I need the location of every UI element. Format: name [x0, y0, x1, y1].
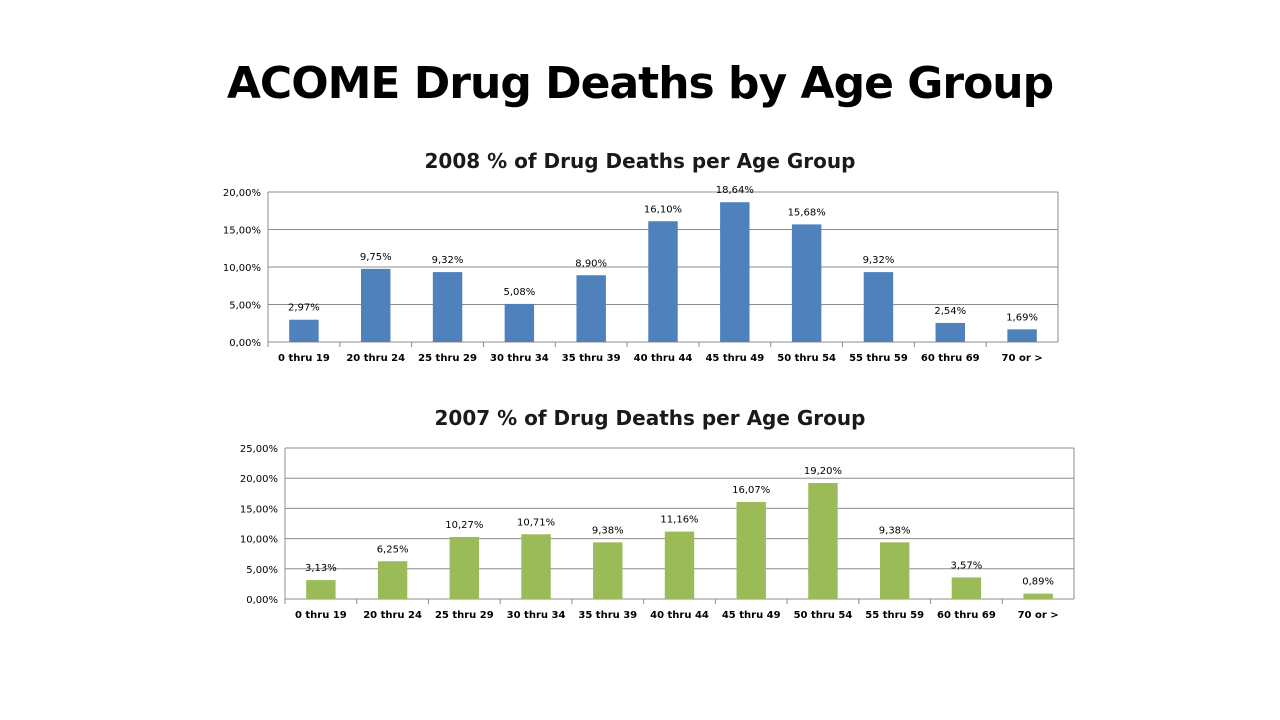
- bar: [951, 577, 982, 599]
- data-label: 9,75%: [360, 252, 392, 263]
- bar: [808, 483, 838, 599]
- y-tick-label: 0,00%: [246, 595, 278, 606]
- y-tick-label: 5,00%: [229, 301, 261, 312]
- x-tick-label: 25 thru 29: [435, 610, 494, 621]
- x-tick-label: 50 thru 54: [794, 610, 853, 621]
- data-label: 19,20%: [804, 466, 842, 477]
- x-tick-label: 40 thru 44: [650, 610, 709, 621]
- bar: [593, 542, 623, 599]
- bar: [521, 534, 551, 599]
- data-label: 9,38%: [879, 525, 911, 536]
- chart-title-2007: 2007 % of Drug Deaths per Age Group: [434, 406, 866, 430]
- data-label: 9,32%: [863, 255, 895, 266]
- y-tick-label: 10,00%: [240, 535, 278, 546]
- data-label: 10,27%: [445, 520, 483, 531]
- data-label: 3,13%: [305, 563, 337, 574]
- chart-2007-plot: 0,00% 5,00% 10,00% 15,00% 20,00% 25,00% 3,13% 0…: [240, 444, 1075, 621]
- x-tick-label: 45 thru 49: [705, 353, 764, 364]
- x-tick-label: 25 thru 29: [418, 353, 477, 364]
- bar: [879, 542, 910, 599]
- chart-title-2008: 2008 % of Drug Deaths per Age Group: [424, 149, 856, 173]
- bar: [1023, 593, 1053, 599]
- data-label: 2,54%: [934, 306, 966, 317]
- x-tick-label: 55 thru 59: [849, 353, 908, 364]
- x-tick-label: 40 thru 44: [634, 353, 693, 364]
- bar: [1007, 329, 1037, 342]
- chart-2008: 2008 % of Drug Deaths per Age Group 0,00…: [200, 145, 1080, 375]
- data-label: 1,69%: [1006, 312, 1038, 323]
- data-label: 11,16%: [660, 515, 698, 526]
- bar: [504, 303, 535, 342]
- x-tick-label: 60 thru 69: [937, 610, 996, 621]
- data-label: 16,10%: [644, 204, 682, 215]
- bar: [736, 501, 766, 599]
- x-tick-label: 30 thru 34: [490, 353, 549, 364]
- y-tick-label: 20,00%: [240, 474, 278, 485]
- data-label: 18,64%: [716, 185, 754, 196]
- x-tick-label: 30 thru 34: [507, 610, 566, 621]
- bar: [720, 202, 750, 342]
- x-tick-label: 0 thru 19: [295, 610, 347, 621]
- data-label: 5,08%: [503, 287, 535, 298]
- bar: [306, 580, 336, 599]
- x-tick-label: 70 or >: [1018, 610, 1059, 621]
- data-label: 9,32%: [432, 255, 464, 266]
- slide-title: ACOME Drug Deaths by Age Group: [226, 58, 1054, 109]
- bar: [791, 224, 822, 342]
- data-label: 2,97%: [288, 303, 320, 314]
- data-label: 6,25%: [377, 544, 409, 555]
- x-tick-label: 0 thru 19: [278, 353, 330, 364]
- x-tick-label: 55 thru 59: [865, 610, 924, 621]
- x-tick-label: 20 thru 24: [346, 353, 405, 364]
- x-tick-label: 35 thru 39: [562, 353, 621, 364]
- data-label: 3,57%: [951, 560, 983, 571]
- x-tick-label: 60 thru 69: [921, 353, 980, 364]
- y-tick-label: 15,00%: [240, 504, 278, 515]
- y-tick-label: 5,00%: [246, 565, 278, 576]
- data-label: 8,90%: [575, 258, 607, 269]
- y-tick-label: 15,00%: [223, 226, 261, 237]
- data-label: 16,07%: [732, 485, 770, 496]
- x-tick-label: 70 or >: [1002, 353, 1043, 364]
- bar: [361, 268, 391, 342]
- bar: [664, 531, 695, 599]
- bar: [377, 561, 408, 599]
- x-tick-label: 35 thru 39: [578, 610, 637, 621]
- chart-2008-plot: 0,00% 5,00% 10,00% 15,00% 20,00% 2,97% 0 thru …: [223, 185, 1059, 364]
- x-tick-label: 50 thru 54: [777, 353, 836, 364]
- bar: [648, 221, 678, 342]
- bar: [289, 319, 319, 342]
- y-tick-label: 10,00%: [223, 263, 261, 274]
- bar: [576, 275, 606, 342]
- data-label: 0,89%: [1022, 577, 1054, 588]
- y-tick-label: 0,00%: [229, 338, 261, 349]
- bar: [935, 322, 965, 342]
- chart-2007: 2007 % of Drug Deaths per Age Group 0,00…: [200, 402, 1100, 637]
- y-tick-label: 20,00%: [223, 188, 261, 199]
- data-label: 9,38%: [592, 525, 624, 536]
- bar: [449, 536, 480, 599]
- bar: [863, 272, 894, 342]
- y-tick-label: 25,00%: [240, 444, 278, 455]
- bar: [432, 272, 463, 342]
- data-label: 10,71%: [517, 517, 555, 528]
- data-label: 15,68%: [788, 207, 826, 218]
- x-tick-label: 45 thru 49: [722, 610, 781, 621]
- x-tick-label: 20 thru 24: [363, 610, 422, 621]
